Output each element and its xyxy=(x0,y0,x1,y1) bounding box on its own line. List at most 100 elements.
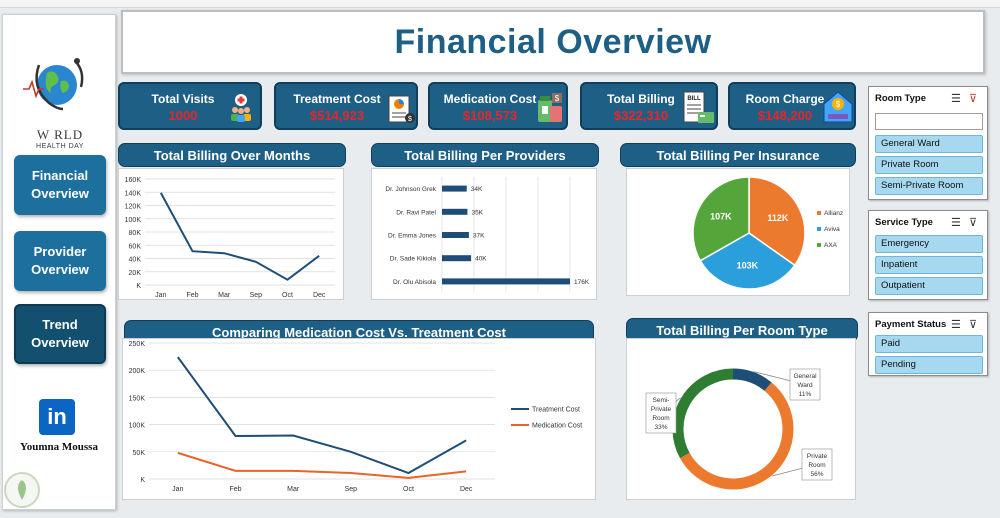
nav-provider-overview[interactable]: Provider Overview xyxy=(14,231,106,291)
y-tick-label: 100K xyxy=(129,423,146,430)
y-tick-label: 150K xyxy=(129,395,146,402)
data-label: 35K xyxy=(471,209,483,216)
kpi-label: Medication Cost xyxy=(443,92,537,106)
clear-filter-icon[interactable]: ⊽ xyxy=(969,93,978,105)
y-category-label: Dr. Johnson Grek xyxy=(385,186,436,193)
y-tick-label: 100K xyxy=(125,217,142,224)
data-label-box xyxy=(645,392,677,434)
slicer-item[interactable]: Inpatient xyxy=(875,256,983,274)
slicer-service-type: Service Type ☰ ⊽ Emergency Inpatient Out… xyxy=(868,210,988,300)
medicine-bottle-icon: $ xyxy=(538,93,562,122)
y-category-label: Dr. Sade Kikiola xyxy=(390,256,437,263)
x-tick-label: Sep xyxy=(345,486,358,493)
series-line xyxy=(177,356,467,475)
data-label: Room xyxy=(808,462,825,469)
series-line xyxy=(159,192,320,281)
chart-panel-providers: Dr. Johnson Grek 34K Dr. Ravi Patel 35K Dr. … xyxy=(371,168,597,300)
y-tick-label: K xyxy=(140,477,145,484)
kpi-value: $148,200 xyxy=(757,108,813,123)
slicer-item[interactable]: General Ward xyxy=(875,135,983,153)
legend-label: Allianz xyxy=(824,210,843,217)
y-tick-label: 80K xyxy=(129,230,142,237)
svg-text:$: $ xyxy=(408,116,412,123)
y-tick-label: 40K xyxy=(129,257,142,264)
chart-panel-roomtype: General Ward 11% Private Room 56% Semi- Private… xyxy=(626,338,856,500)
world-health-day-logo: W RLD HEALTH DAY xyxy=(17,51,103,153)
y-category-label: Dr. Olu Abisola xyxy=(393,279,436,286)
legend-label: Treatment Cost xyxy=(532,407,580,414)
pie-slice xyxy=(748,176,806,267)
x-tick-label: Oct xyxy=(282,292,293,299)
multi-select-icon[interactable]: ☰ xyxy=(951,93,961,105)
kpi-value: $108,573 xyxy=(462,108,518,123)
patients-icon xyxy=(231,94,251,122)
hospital-bed-icon: $ xyxy=(823,91,853,123)
sidebar: W RLD HEALTH DAY Financial Overview Prov… xyxy=(2,14,116,510)
kpi-medication-cost: Medication Cost $108,573 $ xyxy=(428,82,568,130)
data-label: 40K xyxy=(475,256,487,263)
chart-panel-insurance: 112K 103K 107K Allianz Aviva AXA xyxy=(626,168,850,296)
kpi-value: $322,310 xyxy=(613,108,669,123)
bar xyxy=(442,278,570,285)
data-label: 112K xyxy=(767,213,789,223)
x-tick-label: Feb xyxy=(186,292,198,299)
series-line xyxy=(177,451,467,479)
legend-label: AXA xyxy=(824,242,838,249)
filter-icon[interactable]: ⊽ xyxy=(969,217,978,229)
kpi-total-visits: Total Visits 1000 xyxy=(118,82,262,130)
slicer-item[interactable]: Private Room xyxy=(875,156,983,174)
data-label: 103K xyxy=(737,260,759,270)
data-label: 37K xyxy=(473,233,485,240)
kpi-label: Treatment Cost xyxy=(293,92,381,106)
slicer-item[interactable]: Semi-Private Room xyxy=(875,177,983,195)
pie-chart-billing-insurance: 112K 103K 107K Allianz Aviva AXA xyxy=(692,176,843,290)
bar xyxy=(442,208,468,215)
nav-financial-overview[interactable]: Financial Overview xyxy=(14,155,106,215)
slicer-title: Service Type xyxy=(875,217,933,228)
bar xyxy=(442,255,472,262)
data-label: Private xyxy=(807,453,828,460)
author-name: Youmna Moussa xyxy=(20,441,98,453)
nav-trend-overview[interactable]: Trend Overview xyxy=(14,304,106,364)
chart-header-providers: Total Billing Per Providers xyxy=(371,143,599,167)
multi-select-icon[interactable]: ☰ xyxy=(951,319,961,331)
data-label: 56% xyxy=(810,471,823,478)
multi-select-icon[interactable]: ☰ xyxy=(951,217,961,229)
data-label: General xyxy=(793,373,817,380)
y-category-label: Dr. Ravi Patel xyxy=(396,209,436,216)
chart-panel-medtreat: K 50K 100K 150K 200K 250K Jan Feb Mar Sep Oct Dec Tr… xyxy=(122,338,596,500)
bar-chart-billing-providers: Dr. Johnson Grek 34K Dr. Ravi Patel 35K Dr. … xyxy=(385,177,590,293)
data-label-box xyxy=(801,448,833,481)
y-tick-label: 200K xyxy=(129,368,146,375)
svg-text:$: $ xyxy=(555,94,560,103)
bar xyxy=(442,185,467,192)
leaf-logo-icon xyxy=(4,472,40,508)
line-chart-billing-months: K 20K 40K 60K 80K 100K 120K 140K 160K Jan Feb Mar Se… xyxy=(125,177,335,299)
slicer-item[interactable]: Emergency xyxy=(875,235,983,253)
kpi-label: Total Visits xyxy=(151,92,215,106)
data-label: 34K xyxy=(471,186,483,193)
title-banner: Financial Overview xyxy=(121,10,985,74)
x-tick-label: Jan xyxy=(155,292,166,299)
linkedin-icon[interactable]: in xyxy=(39,399,75,435)
donut-slice xyxy=(679,382,794,490)
pie-slice xyxy=(692,176,750,262)
x-tick-label: Dec xyxy=(460,486,473,493)
kpi-value: 1000 xyxy=(168,108,198,123)
chart-panel-months: K 20K 40K 60K 80K 100K 120K 140K 160K Jan Feb Mar Se… xyxy=(118,168,344,300)
legend-swatch xyxy=(817,211,821,215)
slicer-item[interactable]: Outpatient xyxy=(875,277,983,295)
slicer-search-input[interactable] xyxy=(875,113,983,130)
y-tick-label: 60K xyxy=(129,243,142,250)
bill-badge: BILL xyxy=(687,96,701,102)
kpi-label: Room Charge xyxy=(745,92,825,106)
y-tick-label: 50K xyxy=(133,450,146,457)
y-tick-label: 250K xyxy=(129,341,146,348)
slicer-item[interactable]: Pending xyxy=(875,356,983,374)
slicer-title: Payment Status xyxy=(875,319,947,330)
filter-icon[interactable]: ⊽ xyxy=(969,319,978,331)
slicer-item[interactable]: Paid xyxy=(875,335,983,353)
kpi-treatment-cost: Treatment Cost $514,923 $ xyxy=(274,82,418,130)
x-tick-label: Sep xyxy=(250,292,263,299)
spreadsheet-grid-strip xyxy=(0,0,1000,8)
